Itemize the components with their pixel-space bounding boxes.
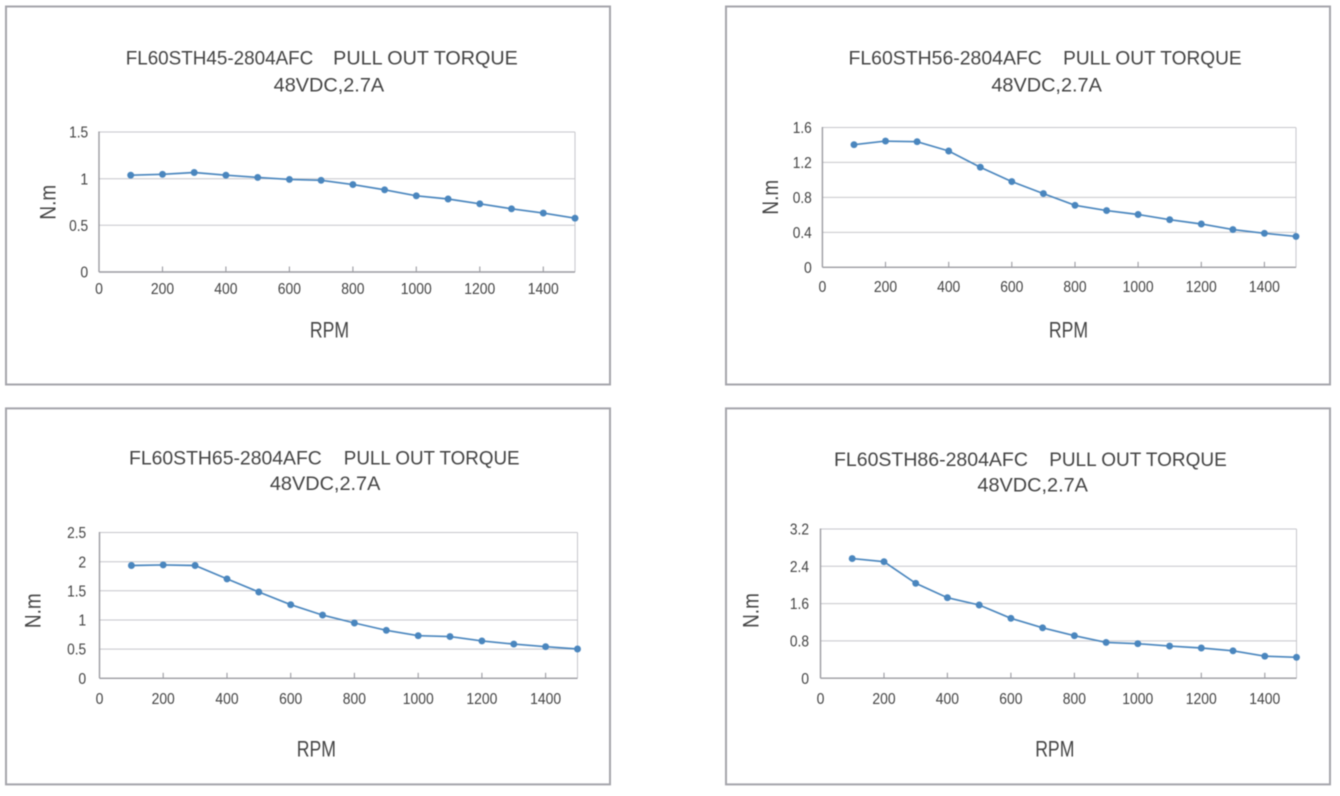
svg-text:1400: 1400: [528, 281, 559, 298]
svg-text:1200: 1200: [1186, 279, 1217, 296]
svg-text:200: 200: [874, 279, 897, 296]
svg-text:1: 1: [80, 171, 88, 188]
svg-text:2: 2: [78, 554, 86, 571]
svg-text:FL60STH56-2804AFC: FL60STH56-2804AFC: [849, 48, 1042, 70]
svg-text:RPM: RPM: [297, 737, 336, 762]
svg-text:RPM: RPM: [310, 318, 349, 343]
svg-text:0: 0: [78, 671, 86, 688]
svg-text:400: 400: [214, 281, 237, 298]
svg-text:0: 0: [80, 265, 88, 282]
svg-text:0: 0: [95, 281, 103, 298]
svg-text:0.8: 0.8: [793, 190, 812, 207]
svg-text:RPM: RPM: [1035, 737, 1074, 762]
svg-text:0.4: 0.4: [793, 225, 812, 242]
svg-text:48VDC,2.7A: 48VDC,2.7A: [991, 74, 1102, 96]
svg-text:48VDC,2.7A: 48VDC,2.7A: [274, 74, 385, 96]
svg-text:2.4: 2.4: [790, 559, 809, 576]
svg-text:N.m: N.m: [21, 593, 46, 628]
svg-text:0.5: 0.5: [67, 642, 86, 659]
svg-text:1200: 1200: [1186, 691, 1217, 708]
svg-text:FL60STH65-2804AFC: FL60STH65-2804AFC: [129, 448, 322, 470]
svg-text:FL60STH45-2804AFC: FL60STH45-2804AFC: [126, 48, 314, 70]
svg-text:1.2: 1.2: [793, 155, 812, 172]
svg-text:0.8: 0.8: [790, 634, 809, 651]
svg-text:1.5: 1.5: [67, 583, 86, 600]
svg-text:1000: 1000: [403, 691, 434, 708]
svg-text:2.5: 2.5: [67, 525, 86, 542]
svg-text:200: 200: [872, 691, 895, 708]
svg-text:600: 600: [278, 281, 301, 298]
svg-text:800: 800: [1063, 691, 1086, 708]
svg-text:3.2: 3.2: [790, 522, 809, 539]
svg-text:1400: 1400: [530, 691, 561, 708]
svg-text:0.5: 0.5: [69, 218, 88, 235]
svg-text:PULL OUT TORQUE: PULL OUT TORQUE: [333, 48, 518, 70]
svg-text:PULL OUT TORQUE: PULL OUT TORQUE: [1049, 449, 1227, 471]
svg-text:1.6: 1.6: [790, 596, 809, 613]
svg-text:200: 200: [151, 281, 174, 298]
svg-text:N.m: N.m: [739, 593, 764, 628]
svg-text:PULL OUT TORQUE: PULL OUT TORQUE: [1063, 48, 1242, 70]
svg-text:1000: 1000: [401, 281, 432, 298]
svg-text:RPM: RPM: [1049, 318, 1088, 343]
svg-text:48VDC,2.7A: 48VDC,2.7A: [977, 474, 1088, 496]
svg-text:1400: 1400: [1249, 691, 1280, 708]
svg-text:400: 400: [936, 691, 959, 708]
svg-text:1.5: 1.5: [69, 125, 88, 142]
svg-text:600: 600: [999, 691, 1022, 708]
svg-text:400: 400: [937, 279, 960, 296]
svg-text:0: 0: [804, 260, 812, 277]
svg-text:0: 0: [817, 691, 825, 708]
svg-text:1000: 1000: [1122, 691, 1153, 708]
svg-text:0: 0: [96, 691, 104, 708]
svg-text:1200: 1200: [464, 281, 495, 298]
svg-text:48VDC,2.7A: 48VDC,2.7A: [270, 473, 381, 495]
svg-text:0: 0: [801, 671, 809, 688]
svg-text:1200: 1200: [466, 691, 497, 708]
svg-text:PULL OUT TORQUE: PULL OUT TORQUE: [344, 448, 520, 470]
svg-text:1000: 1000: [1123, 279, 1154, 296]
svg-text:N.m: N.m: [35, 185, 60, 220]
svg-text:200: 200: [152, 691, 175, 708]
svg-text:800: 800: [1063, 279, 1086, 296]
svg-text:800: 800: [341, 281, 364, 298]
svg-text:600: 600: [1000, 279, 1023, 296]
svg-text:400: 400: [215, 691, 238, 708]
svg-text:0: 0: [819, 279, 827, 296]
svg-text:1400: 1400: [1249, 279, 1280, 296]
svg-text:N.m: N.m: [758, 180, 783, 215]
svg-text:800: 800: [343, 691, 366, 708]
svg-text:FL60STH86-2804AFC: FL60STH86-2804AFC: [834, 449, 1028, 471]
svg-text:1: 1: [78, 613, 86, 630]
svg-text:1.6: 1.6: [793, 120, 812, 137]
svg-text:600: 600: [279, 691, 302, 708]
